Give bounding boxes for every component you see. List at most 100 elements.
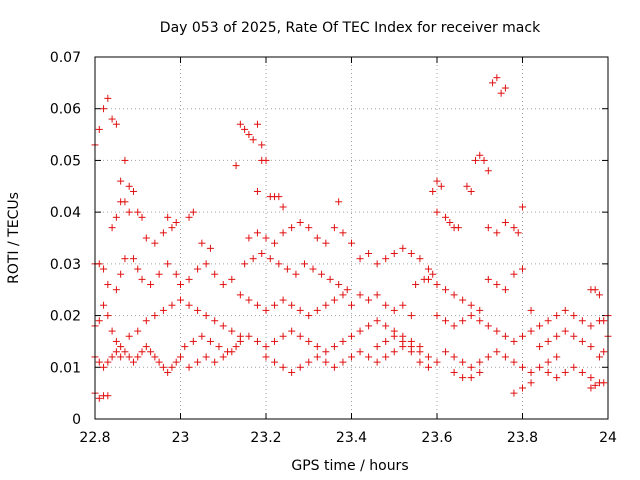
data-point — [198, 239, 206, 247]
data-points — [91, 74, 612, 402]
data-point — [155, 270, 163, 278]
data-point — [100, 301, 108, 309]
data-point — [253, 120, 261, 128]
data-point — [117, 198, 125, 206]
data-point — [407, 348, 415, 356]
data-point — [142, 234, 150, 242]
data-point — [429, 270, 437, 278]
data-point — [484, 322, 492, 330]
data-point — [112, 337, 120, 345]
data-point — [399, 244, 407, 252]
data-point — [493, 327, 501, 335]
x-tick-label: 23.4 — [336, 430, 367, 446]
data-point — [433, 281, 441, 289]
data-point — [399, 301, 407, 309]
data-point — [476, 317, 484, 325]
data-point — [322, 301, 330, 309]
data-point — [373, 343, 381, 351]
data-point — [467, 187, 475, 195]
data-point — [467, 374, 475, 382]
data-point — [219, 353, 227, 361]
data-point — [493, 348, 501, 356]
plot-frame — [94, 56, 609, 420]
data-point — [202, 312, 210, 320]
data-point — [288, 224, 296, 232]
data-point — [527, 368, 535, 376]
data-point — [390, 348, 398, 356]
chart-title: Day 053 of 2025, Rate Of TEC Index for r… — [160, 20, 541, 36]
data-point — [142, 317, 150, 325]
data-point — [390, 332, 398, 340]
data-point — [493, 229, 501, 237]
data-point — [100, 265, 108, 273]
data-point — [501, 332, 509, 340]
data-point — [348, 301, 355, 309]
data-point — [249, 255, 257, 263]
data-point — [211, 270, 219, 278]
data-point — [450, 322, 458, 330]
data-point — [600, 379, 608, 387]
data-point — [348, 353, 355, 361]
data-point — [108, 115, 116, 123]
data-point — [95, 317, 103, 325]
data-point — [510, 224, 518, 232]
data-point — [112, 120, 120, 128]
data-point — [275, 193, 283, 201]
data-point — [241, 125, 249, 133]
data-point — [459, 296, 467, 304]
data-point — [442, 286, 450, 294]
data-point — [424, 275, 432, 283]
data-point — [416, 358, 424, 366]
x-tick-label: 24 — [599, 430, 617, 446]
data-point — [279, 203, 287, 211]
data-point — [390, 306, 398, 314]
data-point — [437, 182, 445, 190]
data-point — [125, 182, 133, 190]
data-point — [501, 84, 509, 92]
data-point — [467, 363, 475, 371]
data-point — [117, 353, 125, 361]
data-point — [262, 306, 270, 314]
data-point — [519, 203, 526, 211]
data-point — [433, 312, 441, 320]
data-point — [108, 327, 116, 335]
data-point — [236, 291, 244, 299]
x-tick-label: 22.8 — [79, 430, 110, 446]
data-point — [424, 363, 432, 371]
data-point — [459, 374, 467, 382]
data-point — [125, 332, 133, 340]
data-point — [476, 358, 484, 366]
data-point — [271, 358, 279, 366]
data-point — [519, 265, 526, 273]
data-point — [262, 234, 270, 242]
data-point — [476, 151, 484, 159]
data-point — [313, 343, 321, 351]
data-point — [129, 358, 137, 366]
data-point — [339, 358, 347, 366]
data-point — [343, 286, 351, 294]
data-point — [129, 187, 137, 195]
data-point — [271, 337, 279, 345]
data-point — [168, 224, 176, 232]
data-point — [561, 368, 569, 376]
data-point — [595, 291, 603, 299]
data-point — [228, 327, 236, 335]
data-point — [211, 358, 219, 366]
data-point — [309, 265, 317, 273]
data-point — [454, 224, 462, 232]
data-point — [262, 343, 270, 351]
data-point — [245, 234, 253, 242]
data-point — [296, 332, 304, 340]
data-point — [95, 125, 103, 133]
data-point — [112, 348, 120, 356]
data-point — [275, 260, 283, 268]
data-point — [322, 348, 330, 356]
data-point — [271, 239, 279, 247]
data-point — [390, 250, 398, 258]
data-point — [258, 141, 266, 149]
data-point — [228, 348, 236, 356]
data-point — [326, 275, 334, 283]
data-point — [206, 337, 214, 345]
data-point — [245, 332, 253, 340]
